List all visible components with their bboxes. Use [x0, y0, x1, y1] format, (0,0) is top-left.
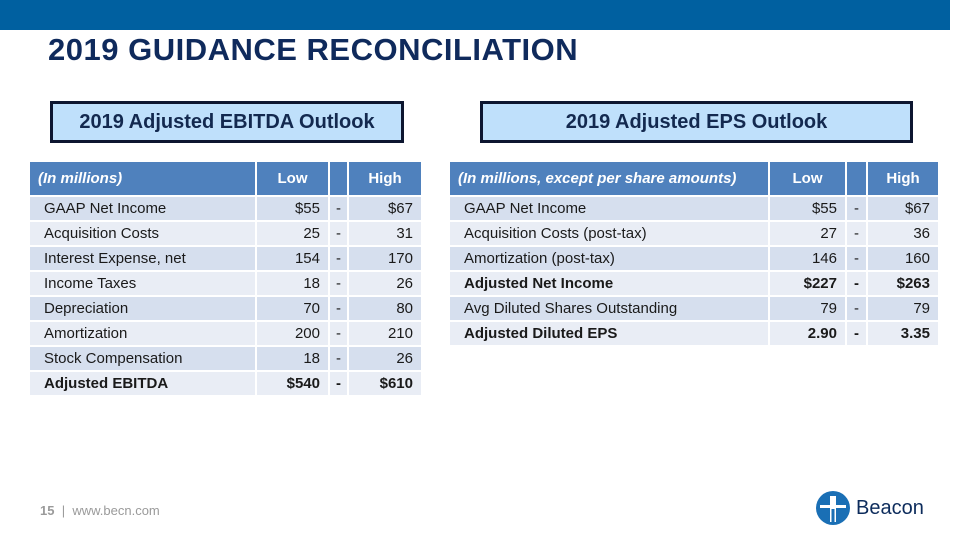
row-separator: -	[330, 222, 347, 245]
row-separator: -	[847, 322, 866, 345]
table-row: Adjusted Net Income $227- $263	[450, 272, 938, 295]
row-separator: -	[330, 347, 347, 370]
row-separator: -	[847, 247, 866, 270]
row-high: 26	[349, 272, 421, 295]
row-low: 146	[770, 247, 845, 270]
row-low: 18	[257, 347, 328, 370]
row-high: 36	[868, 222, 938, 245]
top-bar	[0, 0, 950, 30]
row-high: 170	[349, 247, 421, 270]
footer: 15 | www.becn.com	[40, 503, 160, 518]
table-row: Acquisition Costs (post-tax) 27-36	[450, 222, 938, 245]
row-separator: -	[330, 322, 347, 345]
row-label: Acquisition Costs	[30, 222, 255, 245]
ebitda-table: (In millions) Low High GAAP Net Income $5…	[28, 160, 423, 397]
row-high: $610	[349, 372, 421, 395]
row-high: 160	[868, 247, 938, 270]
table-row: Amortization (post-tax) 146-160	[450, 247, 938, 270]
row-label: Acquisition Costs (post-tax)	[450, 222, 768, 245]
row-separator: -	[330, 272, 347, 295]
row-high: 210	[349, 322, 421, 345]
row-low: $540	[257, 372, 328, 395]
row-low: $55	[257, 197, 328, 220]
row-label: Stock Compensation	[30, 347, 255, 370]
row-separator: -	[330, 297, 347, 320]
row-separator: -	[330, 372, 347, 395]
row-high: $67	[349, 197, 421, 220]
row-high: $263	[868, 272, 938, 295]
table-row: Acquisition Costs 25-31	[30, 222, 421, 245]
row-label: GAAP Net Income	[30, 197, 255, 220]
row-label: GAAP Net Income	[450, 197, 768, 220]
row-label: Interest Expense, net	[30, 247, 255, 270]
eps-heading: 2019 Adjusted EPS Outlook	[480, 101, 913, 143]
row-low: 200	[257, 322, 328, 345]
row-separator: -	[847, 197, 866, 220]
row-high: $67	[868, 197, 938, 220]
table-row: Stock Compensation 18-26	[30, 347, 421, 370]
ebitda-heading: 2019 Adjusted EBITDA Outlook	[50, 101, 404, 143]
page-title: 2019 GUIDANCE RECONCILIATION	[48, 32, 579, 67]
row-high: 3.35	[868, 322, 938, 345]
row-label: Adjusted Net Income	[450, 272, 768, 295]
col-header-low: Low	[770, 162, 845, 195]
row-separator: -	[330, 197, 347, 220]
lighthouse-icon	[816, 491, 850, 525]
table-row: GAAP Net Income $55- $67	[450, 197, 938, 220]
col-header-high: High	[868, 162, 938, 195]
table-row: Income Taxes 18-26	[30, 272, 421, 295]
row-label: Depreciation	[30, 297, 255, 320]
row-label: Amortization	[30, 322, 255, 345]
row-low: 25	[257, 222, 328, 245]
table-row: Interest Expense, net 154-170	[30, 247, 421, 270]
table-row: Amortization 200-210	[30, 322, 421, 345]
row-separator: -	[847, 297, 866, 320]
eps-table: (In millions, except per share amounts) …	[448, 160, 940, 347]
table-row: GAAP Net Income $55- $67	[30, 197, 421, 220]
row-separator: -	[847, 222, 866, 245]
footer-separator: |	[61, 503, 66, 518]
row-label: Amortization (post-tax)	[450, 247, 768, 270]
row-low: $227	[770, 272, 845, 295]
col-header-low: Low	[257, 162, 328, 195]
col-header-sep	[847, 162, 866, 195]
row-label: Adjusted EBITDA	[30, 372, 255, 395]
beacon-logo: Beacon	[815, 490, 924, 526]
row-low: 70	[257, 297, 328, 320]
col-header: (In millions, except per share amounts)	[450, 162, 768, 195]
logo-text: Beacon	[856, 496, 924, 519]
row-high: 79	[868, 297, 938, 320]
table-row: Adjusted Diluted EPS 2.90-3.35	[450, 322, 938, 345]
col-header-high: High	[349, 162, 421, 195]
row-high: 26	[349, 347, 421, 370]
row-low: 154	[257, 247, 328, 270]
footer-url: www.becn.com	[72, 503, 160, 518]
row-low: 27	[770, 222, 845, 245]
table-row: Depreciation 70-80	[30, 297, 421, 320]
col-header: (In millions)	[30, 162, 255, 195]
row-low: 2.90	[770, 322, 845, 345]
row-separator: -	[847, 272, 866, 295]
row-label: Avg Diluted Shares Outstanding	[450, 297, 768, 320]
row-high: 80	[349, 297, 421, 320]
table-row: Avg Diluted Shares Outstanding 79-79	[450, 297, 938, 320]
row-label: Income Taxes	[30, 272, 255, 295]
table-row: Adjusted EBITDA $540- $610	[30, 372, 421, 395]
row-low: 18	[257, 272, 328, 295]
row-high: 31	[349, 222, 421, 245]
row-low: 79	[770, 297, 845, 320]
row-label: Adjusted Diluted EPS	[450, 322, 768, 345]
page-number: 15	[40, 503, 55, 518]
row-low: $55	[770, 197, 845, 220]
row-separator: -	[330, 247, 347, 270]
col-header-sep	[330, 162, 347, 195]
